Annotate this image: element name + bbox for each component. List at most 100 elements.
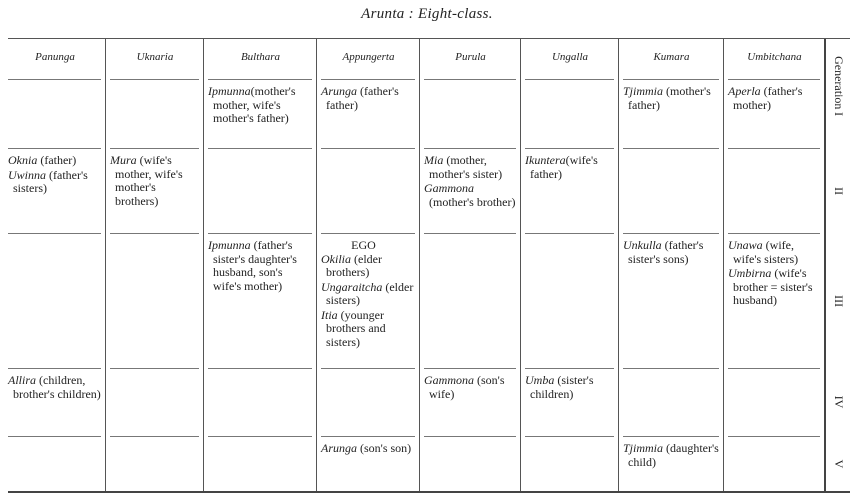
table-title: Arunta : Eight-class. — [361, 6, 493, 22]
table-cell: Gammona (son's wife) — [419, 368, 520, 436]
table-cell: Mia (mother, mother's sister) Gammona (mo… — [419, 148, 520, 233]
kinship-table: Panunga Uknaria Bulthara Appungerta Purula Un… — [8, 38, 850, 493]
kin-description: (father's mother) — [733, 84, 803, 112]
kin-description: (father) — [37, 153, 77, 167]
kin-term: Uwinna — [8, 167, 47, 182]
generation-numeral: I — [831, 111, 846, 116]
table-cell — [520, 79, 618, 148]
kin-description: (wife, wife's sisters) — [733, 238, 799, 266]
kin-term: Mia — [424, 153, 444, 167]
table-cell — [105, 436, 203, 491]
table-cell — [105, 368, 203, 436]
table-cell — [316, 148, 419, 233]
kin-term: Ipmunna — [208, 84, 251, 98]
kin-term-entry: Uwinna (father's sisters) — [8, 167, 102, 196]
kin-term-entry: Unawa (wife, wife's sisters) — [728, 238, 821, 266]
column-header: Panunga — [35, 51, 75, 63]
kin-term: Ipmunna — [208, 238, 251, 252]
kin-term: Ikuntera — [525, 153, 566, 167]
table-cell: Ipmunna(mother's mother, wife's mother's… — [203, 79, 316, 148]
table-cell — [723, 436, 824, 491]
table-cell: Unawa (wife, wife's sisters) Umbirna (wif… — [723, 233, 824, 368]
column-header: Ungalla — [520, 39, 618, 79]
kin-description: (son's son) — [357, 441, 412, 455]
kin-description: (mother's brother) — [429, 194, 516, 209]
kin-term-entry: Oknia (father) — [8, 153, 102, 168]
kin-term-entry: Okilia (elder brothers) — [321, 251, 416, 280]
kin-term-entry: Gammona (son's wife) — [424, 373, 517, 401]
kin-term: Umba — [525, 373, 555, 387]
table-cell — [723, 148, 824, 233]
table-cell: Ikuntera(wife's father) — [520, 148, 618, 233]
kin-term: Unkulla — [623, 238, 662, 252]
table-cell — [203, 148, 316, 233]
kin-description: (sister's children) — [530, 373, 594, 401]
ego-label: EGO — [351, 238, 376, 252]
table-cell — [618, 148, 723, 233]
kin-description: (wife's brother = sister's husband) — [733, 266, 813, 307]
kin-term-entry: Arunga (father's father) — [321, 84, 416, 112]
table-cell: Tjimmia (mother's father) — [618, 79, 723, 148]
kin-description: (wife's mother, wife's mother's brothers… — [115, 153, 183, 208]
table-cell — [203, 436, 316, 491]
kin-description: (father's father) — [326, 84, 399, 112]
kin-term: Itia — [321, 307, 338, 322]
table-cell: Aperla (father's mother) — [723, 79, 824, 148]
table-cell — [520, 436, 618, 491]
column-header: Appungerta — [316, 39, 419, 79]
generation-numeral: V — [831, 459, 846, 468]
kin-term-entry: Arunga (son's son) — [321, 441, 416, 456]
kin-description: (wife's father) — [530, 153, 598, 181]
table-cell: Allira (children, brother's children) — [8, 368, 105, 436]
table-cell: Tjimmia (daughter's child) — [618, 436, 723, 491]
table-cell — [8, 79, 105, 148]
table-cell — [419, 233, 520, 368]
kin-term-entry: Gammona (mother's brother) — [424, 181, 517, 209]
kin-term: Ungaraitcha — [321, 279, 383, 294]
kin-term: Mura — [110, 153, 137, 167]
kin-term-entry: Ungaraitcha (elder sisters) — [321, 279, 416, 308]
kin-term-entry: Ipmunna(mother's mother, wife's mother's… — [208, 84, 313, 126]
table-cell — [8, 436, 105, 491]
kin-term-entry: Ipmunna (father's sister's daughter's hu… — [208, 238, 313, 293]
kin-term: Tjimmia — [623, 441, 664, 455]
kin-term: Arunga — [321, 84, 357, 98]
kin-term: Aperla — [728, 84, 761, 98]
kin-term: Gammona — [424, 181, 474, 195]
kin-description: (mother's father) — [628, 84, 711, 112]
kin-term-entry: Umbirna (wife's brother = sister's husba… — [728, 266, 821, 308]
kin-term-entry: Mura (wife's mother, wife's mother's bro… — [110, 153, 200, 208]
kin-term: Arunga — [321, 441, 357, 455]
kin-term: Allira — [8, 373, 37, 387]
kin-description: (son's wife) — [429, 373, 505, 401]
kin-description: (elder brothers) — [326, 251, 382, 279]
table-cell: Arunga (son's son) — [316, 436, 419, 491]
table-cell: Ipmunna (father's sister's daughter's hu… — [203, 233, 316, 368]
table-cell: Unkulla (father's sister's sons) — [618, 233, 723, 368]
kin-term: Umbirna — [728, 266, 772, 280]
generation-numeral: IV — [831, 395, 846, 409]
kin-term-entry: Ikuntera(wife's father) — [525, 153, 615, 181]
kin-term-entry: Mia (mother, mother's sister) — [424, 153, 517, 181]
table-cell: Oknia (father) Uwinna (father's sisters) — [8, 148, 105, 233]
generation-header: Generation — [824, 39, 850, 109]
table-cell — [203, 368, 316, 436]
table-cell: Arunga (father's father) — [316, 79, 419, 148]
table-cell — [520, 233, 618, 368]
table-cell — [105, 233, 203, 368]
table-cell — [618, 368, 723, 436]
kin-term: Gammona — [424, 373, 474, 387]
kin-description: (mother's mother, wife's mother's father… — [213, 84, 296, 125]
kin-term-entry: Tjimmia (mother's father) — [623, 84, 720, 112]
kin-term: Okilia — [321, 251, 351, 266]
kin-description: (elder sisters) — [326, 279, 414, 307]
table-cell — [316, 368, 419, 436]
kin-term: Oknia — [8, 153, 38, 167]
table-cell — [723, 368, 824, 436]
generation-cell: V — [824, 436, 850, 491]
generation-numeral: II — [831, 186, 846, 195]
kin-term: Unawa — [728, 238, 763, 252]
kin-description: (younger brothers and sisters) — [326, 307, 386, 349]
kin-description: (father's sisters) — [13, 167, 88, 195]
kin-description: (daughter's child) — [628, 441, 719, 469]
